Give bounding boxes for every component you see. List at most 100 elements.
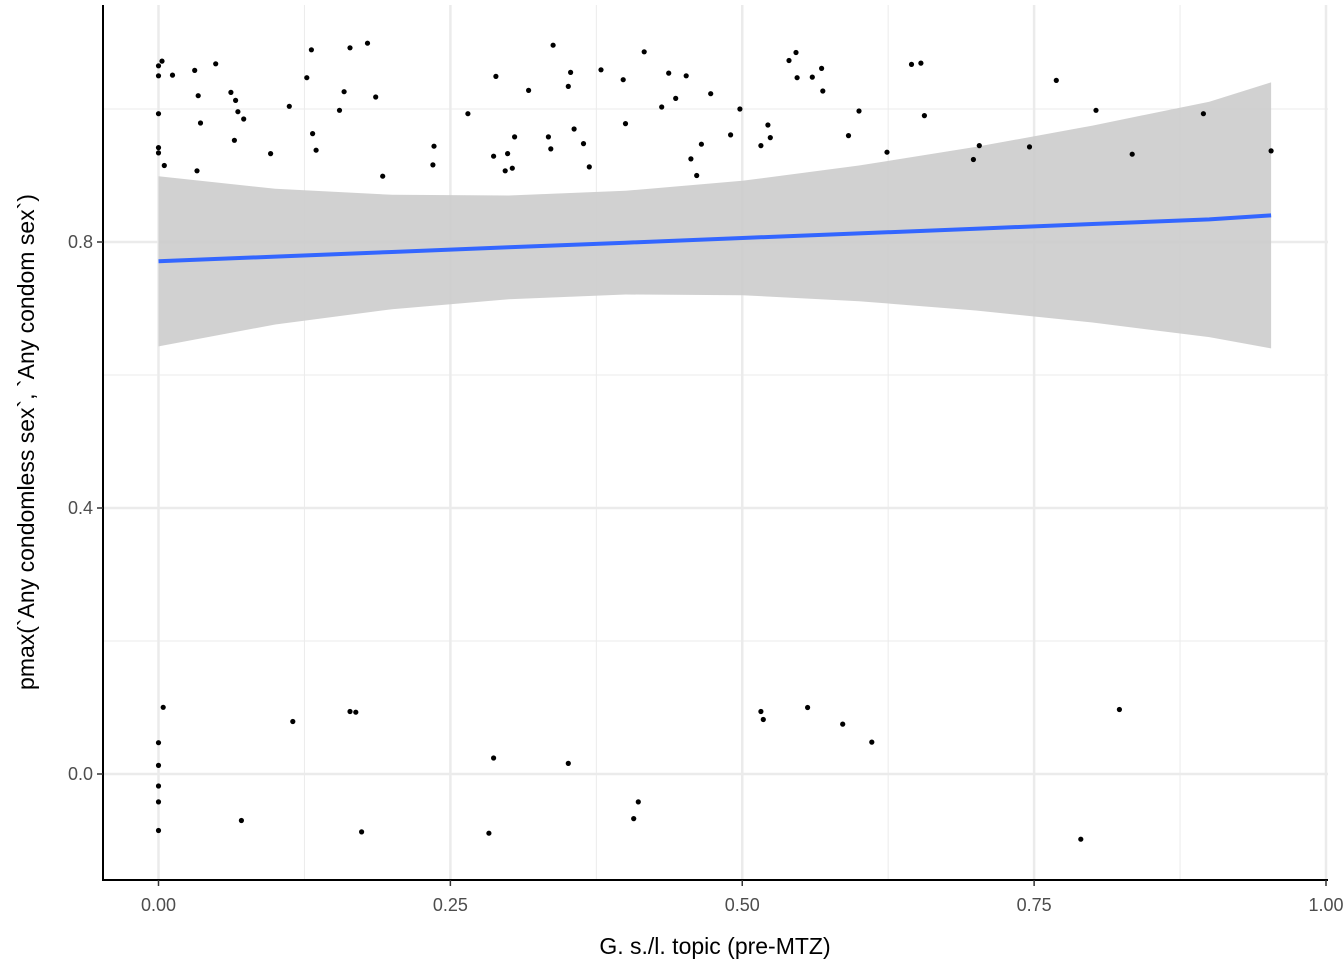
data-point — [728, 132, 734, 138]
data-point — [737, 106, 743, 112]
data-point — [347, 708, 353, 715]
data-point — [290, 718, 296, 725]
data-point — [820, 88, 826, 94]
data-point — [465, 111, 471, 117]
data-point — [758, 143, 764, 149]
data-point — [622, 121, 629, 127]
data-point — [631, 816, 637, 822]
data-point — [373, 94, 379, 100]
data-point — [688, 156, 694, 162]
data-point — [1053, 77, 1059, 83]
data-point — [159, 58, 165, 64]
data-points — [155, 40, 1274, 842]
data-point — [192, 67, 198, 73]
data-point — [809, 74, 815, 80]
x-tick-label: 0.00 — [141, 895, 176, 915]
data-point — [155, 740, 162, 746]
data-point — [673, 95, 679, 101]
data-point — [683, 73, 689, 79]
y-axis-title: pmax(`Any condomless sex`, `Any condom s… — [13, 194, 39, 690]
data-point — [353, 709, 359, 715]
data-point — [1268, 148, 1274, 154]
data-point — [155, 73, 162, 79]
data-point — [918, 60, 924, 66]
x-tick-label: 0.25 — [433, 895, 468, 915]
data-point — [502, 168, 508, 174]
data-point — [635, 799, 641, 805]
data-point — [155, 799, 162, 805]
data-point — [641, 49, 647, 55]
data-point — [845, 133, 852, 139]
data-point — [550, 42, 556, 48]
data-point — [586, 164, 592, 170]
data-point — [509, 165, 515, 171]
data-point — [708, 91, 714, 97]
x-axis-title: G. s./l. topic (pre-MTZ) — [599, 933, 830, 959]
data-point — [310, 131, 316, 137]
data-point — [359, 829, 365, 835]
data-point — [380, 173, 386, 179]
data-point — [526, 87, 532, 93]
data-point — [241, 116, 247, 122]
data-point — [565, 83, 571, 89]
data-point — [884, 149, 890, 155]
data-point — [486, 830, 492, 836]
data-point — [286, 103, 292, 109]
data-point — [805, 704, 811, 711]
data-point — [268, 151, 274, 157]
data-point — [1026, 144, 1033, 150]
confidence-ribbon — [158, 82, 1272, 349]
data-point — [698, 141, 705, 147]
data-point — [786, 57, 792, 64]
data-point — [1200, 111, 1206, 117]
data-point — [794, 75, 800, 81]
data-point — [580, 141, 587, 147]
data-point — [491, 755, 497, 761]
data-point — [598, 67, 604, 73]
regression-line — [158, 213, 1272, 264]
data-point — [970, 156, 977, 163]
data-point — [155, 150, 162, 156]
data-point — [213, 61, 219, 67]
data-point — [155, 111, 162, 117]
data-point — [921, 113, 928, 119]
data-point — [238, 817, 244, 824]
data-point — [231, 137, 237, 143]
data-point — [869, 739, 875, 745]
data-point — [758, 708, 764, 715]
data-point — [155, 762, 162, 769]
data-point — [197, 120, 204, 126]
data-point — [767, 135, 773, 141]
data-point — [840, 721, 846, 727]
data-point — [341, 89, 347, 95]
data-point — [155, 63, 162, 69]
data-point — [545, 134, 552, 140]
data-point — [308, 47, 314, 53]
data-point — [1093, 107, 1099, 113]
x-tick-label: 1.00 — [1308, 895, 1343, 915]
data-point — [1129, 151, 1135, 157]
data-point — [765, 122, 771, 128]
data-point — [336, 107, 343, 113]
data-point — [659, 104, 665, 110]
x-tick-label: 0.50 — [725, 895, 760, 915]
data-point — [194, 168, 200, 174]
data-point — [155, 783, 162, 789]
data-point — [155, 145, 162, 151]
data-point — [620, 77, 626, 83]
data-point — [233, 97, 239, 103]
y-tick-label: 0.4 — [68, 498, 93, 518]
y-axis-ticks: 0.0 0.4 0.8 — [68, 232, 103, 784]
data-point — [568, 69, 574, 75]
data-point — [976, 143, 982, 149]
data-point — [155, 827, 162, 834]
data-point — [666, 70, 672, 76]
data-point — [511, 134, 518, 140]
data-point — [856, 108, 862, 114]
data-point — [548, 146, 554, 152]
data-point — [571, 126, 577, 132]
y-tick-label: 0.8 — [68, 232, 93, 252]
data-point — [760, 716, 766, 723]
data-point — [819, 65, 825, 71]
